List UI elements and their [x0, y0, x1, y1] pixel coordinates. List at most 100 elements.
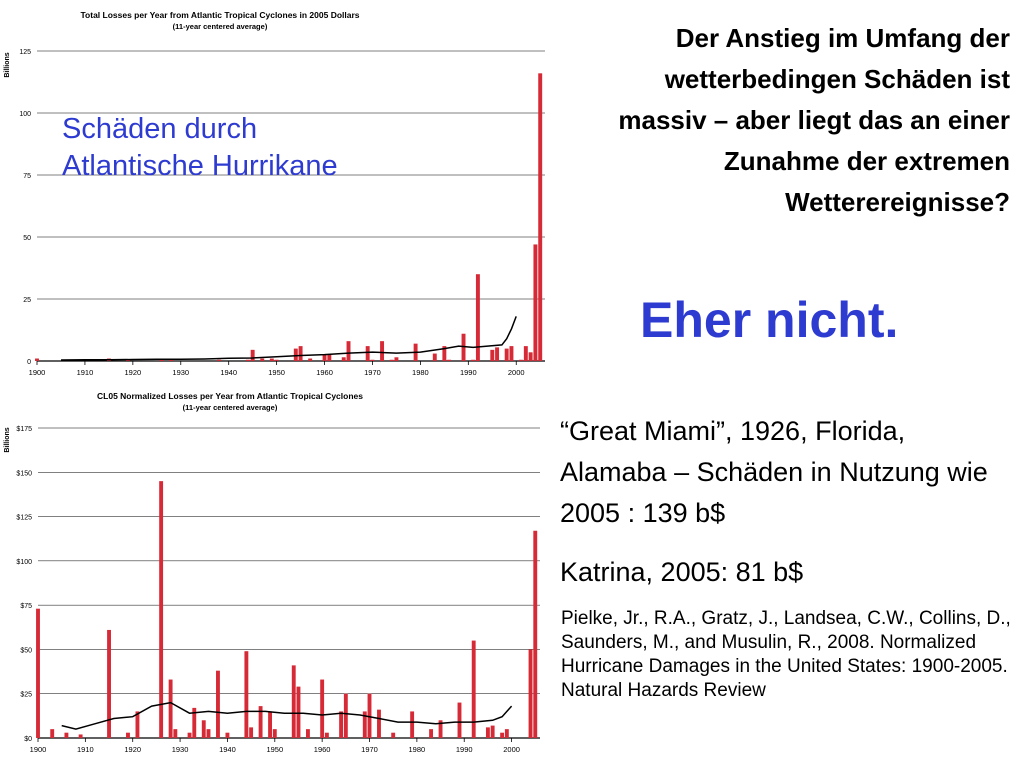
chart1-bar	[341, 357, 346, 361]
chart1-xtick-label: 1910	[77, 368, 94, 377]
chart1-xtick-label: 1970	[364, 368, 381, 377]
chart2-ylabel: Billions	[4, 427, 11, 452]
chart2-bar	[206, 729, 211, 738]
chart1-bar	[533, 244, 538, 361]
chart1-bar	[389, 359, 394, 361]
chart1-bar	[126, 359, 131, 361]
chart2-bar	[500, 732, 505, 738]
chart2-bar	[533, 530, 538, 738]
chart1-bar	[346, 341, 351, 361]
chart1-bar	[447, 359, 452, 361]
chart2-bar	[490, 725, 495, 738]
chart2-bar	[173, 729, 178, 738]
chart2-bar	[168, 679, 173, 738]
chart1-xtick-label: 1930	[172, 368, 189, 377]
overlay-label: Schäden durch Atlantische Hurrikane	[62, 113, 338, 182]
chart2-bar	[485, 727, 490, 738]
chart2-bar	[429, 729, 434, 738]
chart2-xtick-label: 1980	[409, 745, 426, 754]
chart1-bar	[495, 347, 500, 361]
chart1-bar	[509, 346, 514, 361]
chart2-xtick-label: 1900	[30, 745, 47, 754]
chart2-bar	[339, 711, 344, 738]
chart2-ytick-label: $125	[16, 515, 32, 522]
chart1-bar	[370, 359, 375, 361]
chart1-bar	[245, 359, 250, 361]
chart1-xtick-label: 1900	[29, 368, 46, 377]
chart2-subtitle: (11-year centered average)	[183, 403, 278, 412]
chart2-ytick-label: $175	[16, 426, 32, 433]
chart1-bar	[293, 348, 298, 361]
slide-question: Der Anstieg im Umfang der wetterbedingen…	[618, 23, 1010, 217]
chart2-bar	[268, 711, 272, 738]
chart2-bar	[306, 729, 310, 738]
chart1-bar	[217, 359, 222, 361]
chart2-bar	[377, 709, 381, 738]
chart2-bar	[187, 732, 192, 738]
note-great-miami: “Great Miami”, 1926, Florida, Alamaba – …	[560, 416, 988, 528]
chart1-ytick-label: 50	[23, 235, 31, 242]
chart2-ytick-label: $100	[16, 559, 32, 566]
chart2-bar	[78, 734, 83, 738]
chart1-bar	[432, 353, 437, 361]
chart2-ytick-label: $0	[24, 736, 32, 743]
chart1-bar	[538, 73, 543, 361]
chart2-bar	[258, 706, 263, 738]
chart1-xtick-label: 1950	[268, 368, 285, 377]
chart-total-losses-plot: Total Losses per Year from Atlantic Trop…	[4, 10, 545, 377]
chart1-xtick-label: 2000	[508, 368, 525, 377]
chart2-xtick-label: 1990	[456, 745, 473, 754]
chart1-bar	[461, 333, 466, 361]
chart1-bar	[471, 359, 476, 361]
chart2-title: CL05 Normalized Losses per Year from Atl…	[97, 391, 363, 401]
chart2-bar	[504, 729, 509, 738]
chart1-bar	[490, 349, 495, 361]
chart1-bar	[35, 358, 39, 361]
note-katrina: Katrina, 2005: 81 b$	[560, 557, 804, 587]
chart2-bar	[367, 693, 372, 738]
chart2-xtick-label: 1910	[77, 745, 94, 754]
chart2-xtick-label: 1930	[172, 745, 189, 754]
chart1-bar	[504, 348, 509, 361]
chart1-bar	[250, 349, 255, 361]
chart1-bar	[322, 354, 327, 361]
chart2-bar	[135, 711, 140, 738]
chart-total-losses: Total Losses per Year from Atlantic Trop…	[0, 0, 550, 378]
chart2-bar	[126, 732, 130, 738]
chart2-bar	[410, 711, 415, 738]
chart2-bar	[438, 720, 443, 738]
chart1-title: Total Losses per Year from Atlantic Trop…	[80, 10, 359, 20]
chart1-xtick-label: 1980	[412, 368, 429, 377]
chart-normalized-losses: CL05 Normalized Losses per Year from Atl…	[0, 388, 550, 768]
chart2-xtick-label: 2000	[503, 745, 520, 754]
chart1-bar	[274, 359, 279, 361]
chart2-xtick-label: 1970	[361, 745, 378, 754]
chart2-xtick-label: 1960	[314, 745, 331, 754]
chart1-bar	[475, 274, 480, 361]
chart2-bar	[320, 679, 325, 738]
chart1-bar	[394, 357, 399, 361]
chart2-bar	[64, 732, 69, 738]
chart2-bar	[291, 665, 296, 738]
chart2-xtick-label: 1920	[124, 745, 141, 754]
chart2-bar	[201, 720, 206, 738]
chart2-bar	[244, 651, 249, 738]
chart2-bar	[324, 732, 329, 738]
chart2-bar	[216, 670, 220, 738]
chart1-bar	[269, 358, 274, 361]
chart1-bar	[260, 358, 265, 361]
chart1-bar	[327, 354, 332, 361]
chart1-xtick-label: 1960	[316, 368, 333, 377]
chart-normalized-losses-plot: CL05 Normalized Losses per Year from Atl…	[4, 391, 540, 754]
chart1-ytick-label: 25	[23, 297, 31, 304]
chart2-bar	[272, 729, 277, 738]
chart2-ytick-label: $25	[20, 692, 32, 699]
chart1-bar	[380, 341, 385, 361]
chart1-bar	[528, 352, 533, 361]
chart1-bar	[169, 359, 174, 361]
chart2-bar	[159, 481, 164, 738]
chart1-ytick-label: 75	[23, 173, 31, 180]
chart2-bar	[362, 711, 367, 738]
chart1-ytick-label: 100	[19, 111, 31, 118]
chart2-ytick-label: $150	[16, 470, 32, 477]
